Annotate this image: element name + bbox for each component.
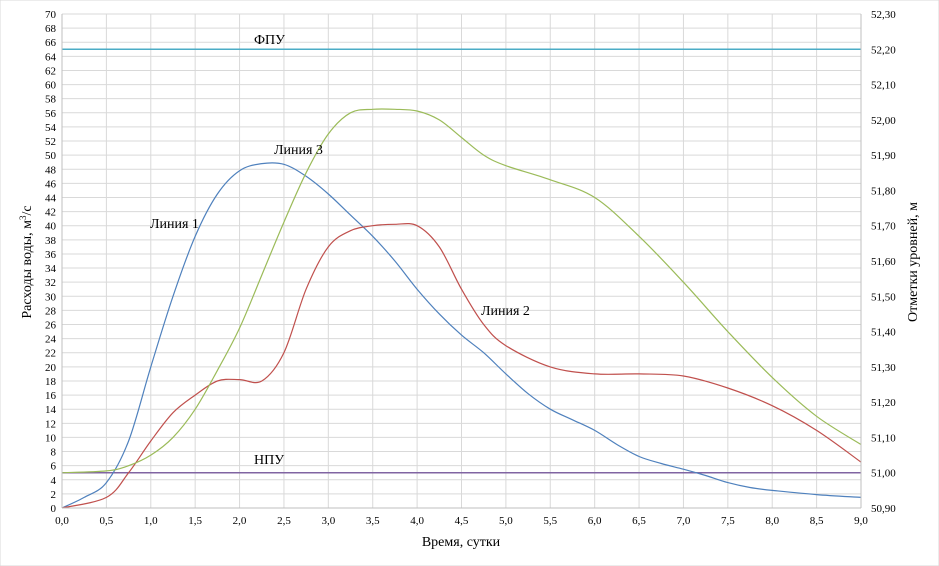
y2-tick-label: 51,60 — [871, 256, 896, 268]
x-tick-label: 6,0 — [588, 515, 602, 527]
y2-tick-label: 51,10 — [871, 432, 896, 444]
y2-tick-label: 51,90 — [871, 150, 896, 162]
x-tick-label: 6,5 — [632, 515, 646, 527]
x-axis-title: Время, сутки — [422, 535, 501, 550]
y-tick-label: 30 — [45, 291, 57, 303]
annotation-line-1: Линия 1 — [150, 217, 199, 232]
y-tick-label: 20 — [45, 362, 57, 374]
x-tick-label: 7,0 — [677, 515, 691, 527]
y2-tick-label: 51,40 — [871, 327, 896, 339]
x-tick-label: 9,0 — [854, 515, 868, 527]
y-tick-label: 70 — [45, 9, 57, 21]
x-tick-label: 7,5 — [721, 515, 735, 527]
y-tick-label: 68 — [45, 23, 57, 35]
y-tick-label: 66 — [45, 37, 57, 49]
x-tick-label: 0,5 — [100, 515, 114, 527]
y-tick-label: 38 — [45, 235, 57, 247]
y2-tick-label: 51,20 — [871, 397, 896, 409]
y2-tick-label: 52,00 — [871, 115, 896, 127]
y-tick-label: 44 — [45, 192, 57, 204]
y-tick-label: 10 — [45, 432, 57, 444]
y2-tick-label: 51,70 — [871, 221, 896, 233]
annotation-line-3: Линия 3 — [274, 143, 323, 158]
y2-tick-label: 51,30 — [871, 362, 896, 374]
annotation-npu: НПУ — [254, 453, 284, 468]
series-line-3 — [61, 108, 862, 474]
x-tick-label: 4,5 — [455, 515, 469, 527]
y-tick-label: 58 — [45, 94, 57, 106]
y-tick-label: 42 — [45, 207, 56, 219]
reference-lines — [62, 48, 861, 474]
series-line-1 — [61, 162, 862, 509]
annotation-fpu: ФПУ — [254, 33, 285, 48]
y-tick-label: 60 — [45, 80, 57, 92]
x-tick-label: 1,0 — [144, 515, 158, 527]
annotation-line-2: Линия 2 — [481, 304, 530, 319]
y-tick-label: 56 — [45, 108, 57, 120]
y-tick-label: 22 — [45, 348, 56, 360]
y-tick-label: 4 — [51, 475, 57, 487]
x-tick-label: 1,5 — [188, 515, 202, 527]
y-tick-label: 64 — [45, 51, 57, 63]
x-tick-label: 0,0 — [55, 515, 69, 527]
x-tick-label: 5,0 — [499, 515, 513, 527]
y-tick-label: 62 — [45, 65, 56, 77]
x-tick-label: 2,5 — [277, 515, 291, 527]
y-tick-label: 32 — [45, 277, 56, 289]
series-line-2 — [61, 223, 862, 509]
y-tick-label: 8 — [51, 447, 57, 459]
series-lines — [61, 108, 862, 509]
y-tick-label: 40 — [45, 221, 57, 233]
y2-tick-label: 52,10 — [871, 80, 896, 92]
y2-tick-label: 51,00 — [871, 468, 896, 480]
x-tick-label: 8,5 — [810, 515, 824, 527]
y-tick-label: 18 — [45, 376, 57, 388]
y-tick-label: 28 — [45, 305, 57, 317]
y-tick-label: 6 — [51, 461, 57, 473]
y2-tick-label: 52,30 — [871, 9, 896, 21]
y-tick-label: 34 — [45, 263, 57, 275]
y2-tick-label: 50,90 — [871, 503, 896, 515]
y-tick-label: 54 — [45, 122, 57, 134]
y-tick-label: 46 — [45, 178, 57, 190]
y-tick-label: 52 — [45, 136, 56, 148]
y-tick-label: 16 — [45, 390, 57, 402]
y2-tick-label: 51,50 — [871, 291, 896, 303]
y-tick-label: 36 — [45, 249, 57, 261]
annotations: Линия 1 Линия 2 Линия 3 ФПУ НПУ — [150, 33, 530, 468]
x-tick-label: 3,0 — [321, 515, 335, 527]
y2-tick-label: 52,20 — [871, 44, 896, 56]
y-tick-label: 48 — [45, 164, 57, 176]
y-axis-title: Расходы воды, м3/с — [18, 205, 35, 318]
y2-axis-title: Отметки уровней, м — [906, 202, 921, 322]
y-tick-label: 26 — [45, 320, 57, 332]
x-tick-label: 5,5 — [543, 515, 557, 527]
x-tick-label: 8,0 — [765, 515, 779, 527]
y-tick-label: 2 — [51, 489, 57, 501]
y-tick-label: 50 — [45, 150, 57, 162]
x-tick-label: 3,5 — [366, 515, 380, 527]
y-tick-label: 14 — [45, 404, 57, 416]
y2-tick-label: 51,80 — [871, 185, 896, 197]
x-tick-label: 2,0 — [233, 515, 247, 527]
x-tick-label: 4,0 — [410, 515, 424, 527]
y-tick-label: 0 — [51, 503, 57, 515]
axes: 0246810121416182022242628303234363840424… — [45, 9, 896, 527]
y-tick-label: 12 — [45, 418, 56, 430]
y-tick-label: 24 — [45, 334, 57, 346]
